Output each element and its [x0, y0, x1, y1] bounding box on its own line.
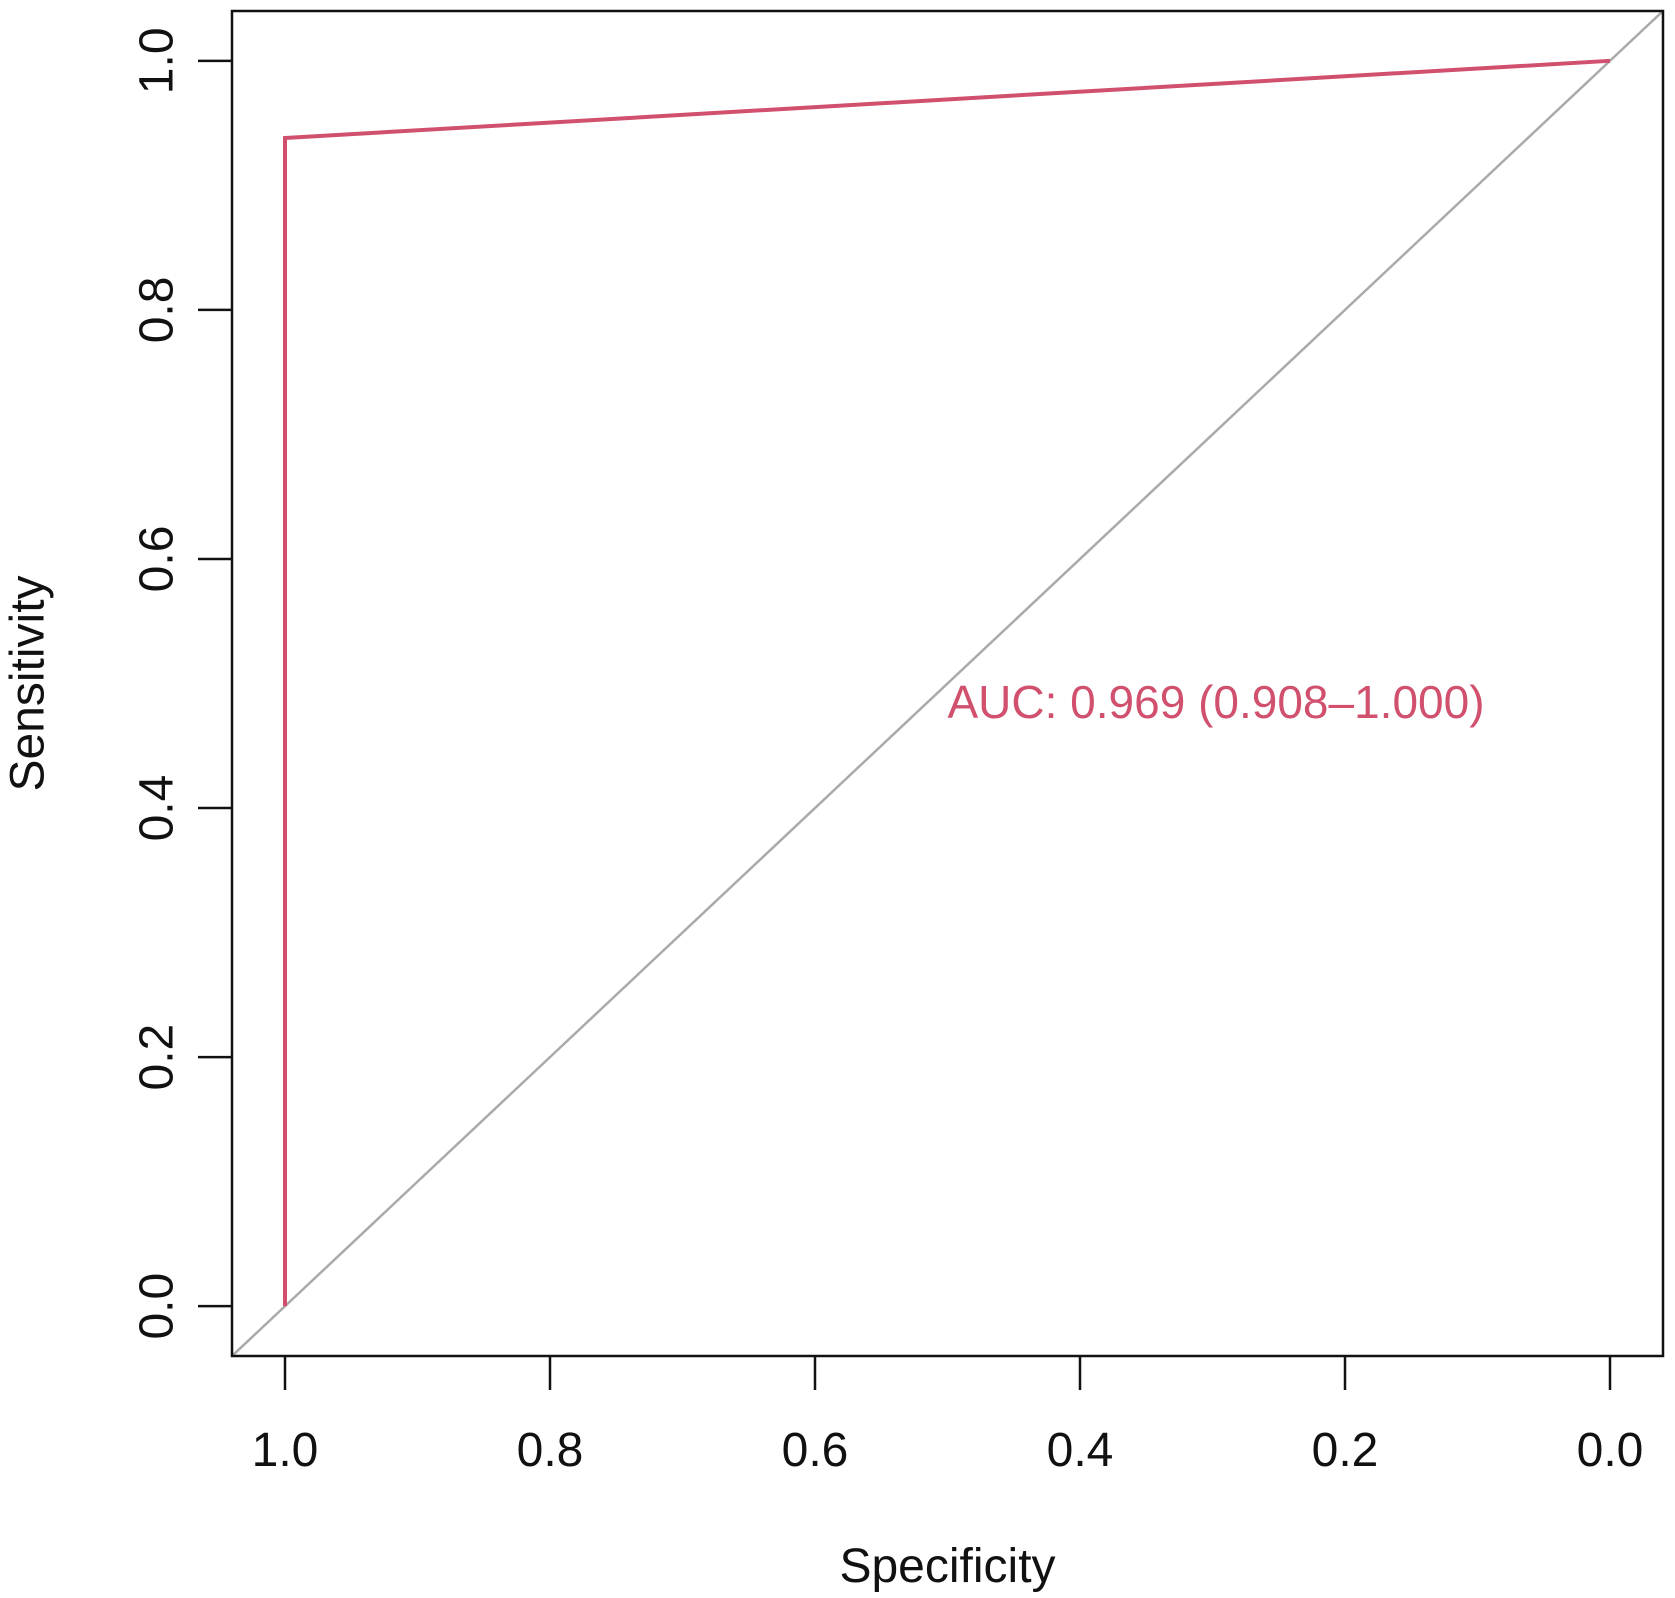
x-tick-label: 0.6: [782, 1424, 849, 1477]
x-tick-label: 0.0: [1577, 1424, 1644, 1477]
y-axis-title: Sensitivity: [2, 575, 55, 791]
plot-frame: [230, 9, 1665, 1358]
auc-annotation: AUC: 0.969 (0.908–1.000): [948, 676, 1485, 728]
y-tick-label: 0.8: [131, 277, 184, 344]
x-tick-label: 0.8: [517, 1424, 584, 1477]
annotation-layer: AUC: 0.969 (0.908–1.000): [948, 676, 1485, 728]
x-tick-label: 1.0: [252, 1424, 319, 1477]
y-tick-label: 0.4: [131, 775, 184, 842]
reference-line-layer: [232, 11, 1663, 1356]
y-tick-label: 0.2: [131, 1024, 184, 1091]
y-tick-label: 1.0: [131, 27, 184, 94]
x-axis: 1.0 0.8 0.6 0.4 0.2 0.0: [252, 1356, 1644, 1477]
y-tick-label: 0.0: [131, 1273, 184, 1340]
roc-curve-line: [283, 58, 1611, 1307]
x-tick-label: 0.4: [1047, 1424, 1114, 1477]
y-axis: 0.0 0.2 0.4 0.6 0.8 1.0: [131, 27, 232, 1340]
reference-diagonal-line: [232, 11, 1663, 1356]
series-layer: [283, 58, 1611, 1307]
x-axis-title: Specificity: [839, 1540, 1055, 1593]
y-tick-label: 0.6: [131, 526, 184, 593]
x-tick-label: 0.2: [1312, 1424, 1379, 1477]
